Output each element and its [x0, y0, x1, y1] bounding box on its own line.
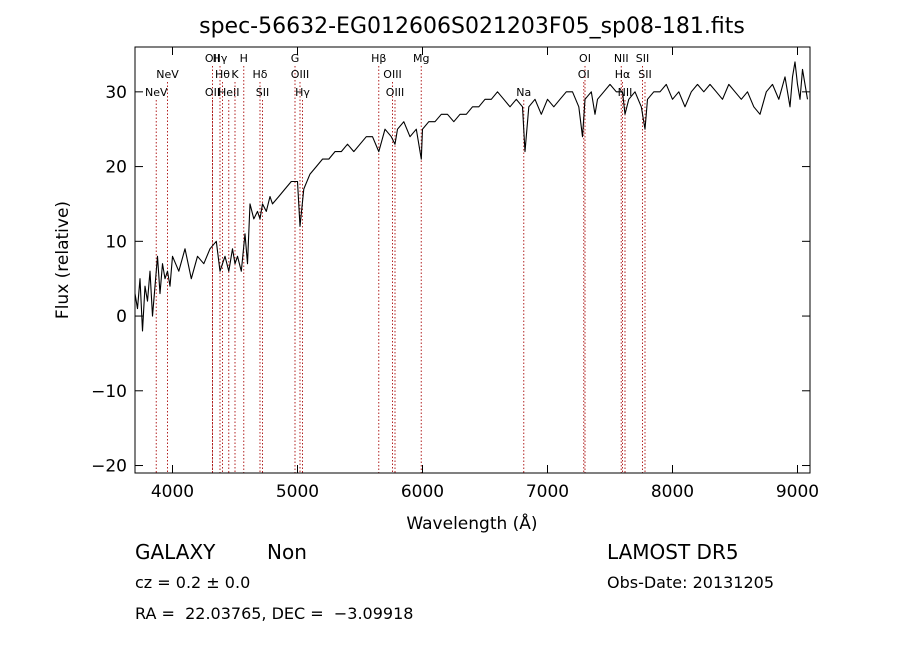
emission-line-label: HeII — [218, 86, 240, 99]
emission-line-label: OIII — [291, 68, 309, 81]
emission-line-label: NII — [618, 86, 633, 99]
spectrum-line — [134, 61, 809, 332]
emission-line-label: G — [291, 52, 300, 65]
emission-line-label: Na — [516, 86, 531, 99]
x-tick-label: 8000 — [651, 482, 694, 502]
emission-line-label: OII — [205, 86, 220, 99]
object-subclass: Non — [267, 540, 307, 564]
x-axis-ticks: 4000 5000 6000 7000 8000 9000 — [151, 47, 819, 502]
y-tick-label: 30 — [105, 83, 127, 103]
emission-lines-layer: NeVNeVOIIOIIHγHθHeIIKHHδSIIGOIIIHγHβOIII… — [145, 52, 652, 473]
y-tick-label: 10 — [105, 232, 127, 252]
emission-line-label: NII — [614, 52, 629, 65]
emission-line-label: Hθ — [215, 68, 230, 81]
y-axis-ticks: −20 −10 0 10 20 30 — [91, 83, 810, 477]
emission-line-label: Hγ — [213, 52, 228, 65]
x-tick-label: 7000 — [526, 482, 569, 502]
y-tick-label: −20 — [91, 457, 127, 477]
emission-line-label: OII — [205, 52, 220, 65]
emission-line-label: Hβ — [371, 52, 386, 65]
y-tick-label: −10 — [91, 382, 127, 402]
x-tick-label: 5000 — [276, 482, 319, 502]
x-tick-label: 9000 — [776, 482, 819, 502]
emission-line-label: H — [240, 52, 248, 65]
plot-frame — [134, 46, 811, 474]
emission-line-label: OI — [579, 52, 591, 65]
emission-line-label: OIII — [386, 86, 404, 99]
emission-line-label: Hα — [615, 68, 631, 81]
x-tick-label: 4000 — [151, 482, 194, 502]
emission-line-label: K — [231, 68, 239, 81]
x-axis-label: Wavelength (Å) — [406, 512, 537, 534]
chart-title: spec-56632-EG012606S021203F05_sp08-181.f… — [199, 14, 745, 39]
emission-line-label: OIII — [383, 68, 401, 81]
emission-line-label: OI — [578, 68, 590, 81]
emission-line-label: SII — [636, 52, 649, 65]
emission-line-label: SII — [638, 68, 651, 81]
emission-line-label: Hδ — [252, 68, 267, 81]
emission-line-label: Hγ — [295, 86, 310, 99]
y-tick-label: 0 — [116, 307, 127, 327]
ra-dec-coordinates: RA = 22.03765, DEC = −3.09918 — [135, 604, 414, 623]
y-tick-label: 20 — [105, 158, 127, 178]
observation-date: Obs-Date: 20131205 — [607, 573, 775, 592]
emission-line-label: NeV — [156, 68, 179, 81]
emission-line-label: SII — [256, 86, 269, 99]
emission-line-label: NeV — [145, 86, 168, 99]
object-class: GALAXY — [135, 540, 216, 564]
survey-name: LAMOST DR5 — [607, 540, 739, 564]
y-axis-label: Flux (relative) — [53, 201, 73, 319]
emission-line-label: Mg — [413, 52, 429, 65]
redshift-cz: cz = 0.2 ± 0.0 — [135, 573, 251, 592]
x-tick-label: 6000 — [401, 482, 444, 502]
